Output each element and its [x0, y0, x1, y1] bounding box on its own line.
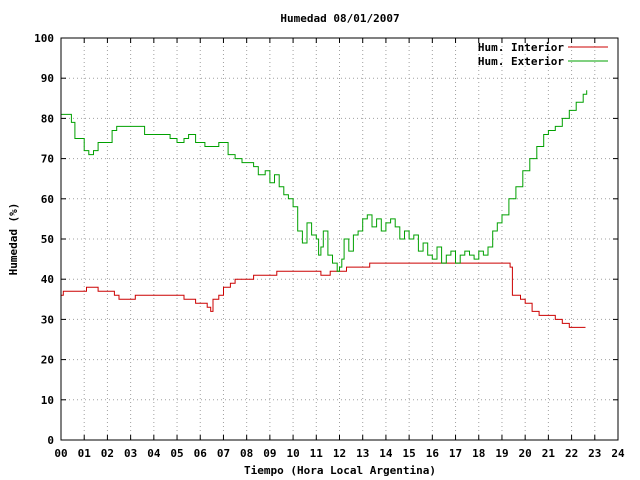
x-tick-label: 08	[240, 447, 253, 460]
y-axis-ticks: 0 10 20 30 40 50 60 70 80 90 100	[34, 32, 618, 447]
legend-label-exterior: Hum. Exterior	[478, 55, 564, 68]
x-axis-title: Tiempo (Hora Local Argentina)	[244, 464, 436, 477]
plot-frame	[60, 37, 619, 441]
x-tick-label: 19	[495, 447, 508, 460]
x-tick-label: 07	[217, 447, 230, 460]
x-tick-label: 00	[54, 447, 67, 460]
grid-lines	[61, 38, 618, 440]
x-tick-label: 05	[170, 447, 183, 460]
x-tick-label: 20	[519, 447, 532, 460]
legend: Hum. Interior Hum. Exterior	[478, 41, 608, 68]
y-axis-title: Humedad (%)	[7, 203, 20, 276]
y-tick-label: 0	[47, 434, 54, 447]
x-tick-label: 10	[286, 447, 299, 460]
x-tick-label: 09	[263, 447, 276, 460]
y-tick-label: 60	[41, 193, 54, 206]
series-lines	[61, 90, 588, 328]
x-tick-label: 02	[101, 447, 114, 460]
y-tick-label: 100	[34, 32, 54, 45]
y-tick-label: 30	[41, 313, 54, 326]
legend-label-interior: Hum. Interior	[478, 41, 564, 54]
x-tick-label: 17	[449, 447, 462, 460]
x-tick-label: 13	[356, 447, 369, 460]
y-tick-label: 50	[41, 233, 54, 246]
x-tick-label: 03	[124, 447, 137, 460]
y-tick-label: 90	[41, 72, 54, 85]
x-tick-label: 14	[379, 447, 393, 460]
y-tick-label: 80	[41, 112, 54, 125]
y-tick-label: 10	[41, 394, 54, 407]
chart-title: Humedad 08/01/2007	[280, 12, 399, 25]
x-tick-label: 18	[472, 447, 485, 460]
x-tick-label: 16	[426, 447, 440, 460]
x-tick-label: 21	[542, 447, 556, 460]
x-tick-label: 06	[194, 447, 208, 460]
series-line-exterior	[61, 90, 588, 272]
y-tick-label: 20	[41, 354, 54, 367]
x-axis-ticks: 00 01 02 03 04 05 06 07 08 09 10 11 12 13 14 15 16 17 18 19…	[54, 38, 625, 460]
series-line-interior	[61, 262, 586, 328]
x-tick-label: 01	[78, 447, 92, 460]
x-tick-label: 11	[310, 447, 324, 460]
x-tick-label: 15	[403, 447, 416, 460]
x-tick-label: 04	[147, 447, 161, 460]
x-tick-label: 22	[565, 447, 578, 460]
x-tick-label: 12	[333, 447, 346, 460]
y-tick-label: 70	[41, 153, 54, 166]
x-tick-label: 24	[611, 447, 625, 460]
y-tick-label: 40	[41, 273, 54, 286]
x-tick-label: 23	[588, 447, 601, 460]
